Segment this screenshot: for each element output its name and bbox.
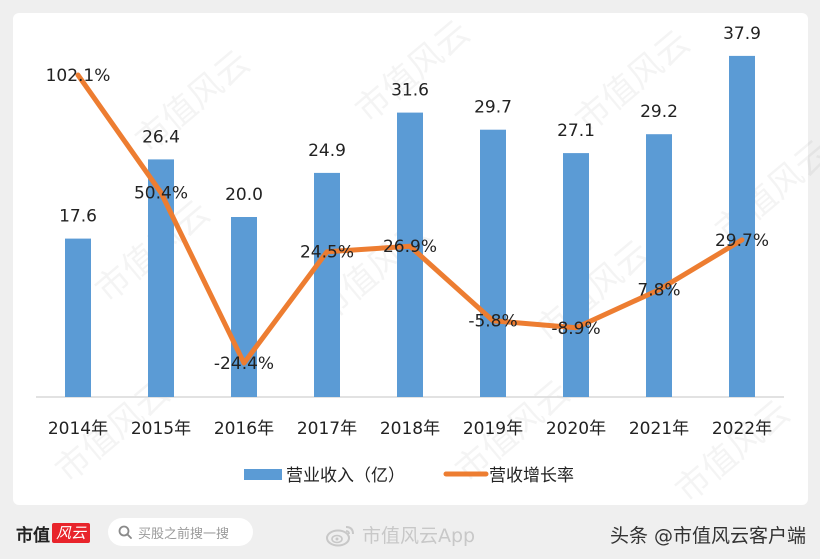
- legend: 营业收入（亿） 营收增长率: [244, 466, 574, 486]
- bar-value-label: 37.9: [723, 24, 761, 44]
- revenue-bar: [480, 129, 506, 397]
- growth-value-label: -8.9%: [551, 319, 600, 339]
- legend-bar-label: 营业收入（亿）: [286, 466, 405, 486]
- legend-bar-swatch: [244, 469, 282, 480]
- revenue-bar: [646, 134, 672, 397]
- revenue-bar: [729, 55, 755, 398]
- weibo-text: 市值风云App: [362, 525, 476, 547]
- bar-value-label: 29.7: [474, 98, 512, 118]
- x-axis-tick-labels: 2014年 2015年 2016年 2017年 2018年 2019年 2020年 2021年…: [48, 419, 772, 439]
- brand-badge: 风云: [52, 523, 91, 543]
- bar-value-label: 26.4: [142, 127, 180, 147]
- growth-rate-labels: 102.1% 50.4% -24.4% 24.5% 26.9% -5.8% -8.9% 7.8…: [46, 66, 769, 374]
- growth-value-label: 24.5%: [300, 243, 354, 263]
- bar-value-label: 29.2: [640, 102, 678, 122]
- footer-bar: 市值 风云 买股之前搜一搜 市值风云App 头条 @市值风云客户端: [0, 505, 820, 559]
- x-tick-label: 2022年: [712, 419, 772, 439]
- source-credit: 头条 @市值风云客户端: [609, 525, 806, 547]
- revenue-bar: [314, 172, 340, 397]
- growth-value-label: 29.7%: [715, 231, 769, 251]
- x-tick-label: 2021年: [629, 419, 689, 439]
- x-tick-label: 2017年: [297, 419, 357, 439]
- brand-name: 市值: [16, 525, 50, 546]
- growth-value-label: 7.8%: [637, 281, 680, 301]
- search-box[interactable]: 买股之前搜一搜: [108, 518, 253, 546]
- bar-value-label: 17.6: [59, 207, 97, 227]
- revenue-bar: [563, 153, 589, 397]
- legend-line-label: 营收增长率: [489, 466, 574, 486]
- watermark-text: 市值风云: [668, 393, 798, 505]
- bar-value-label: 31.6: [391, 81, 429, 101]
- weibo-watermark: 市值风云App: [326, 521, 475, 548]
- growth-rate-line: [75, 72, 745, 366]
- growth-value-label: -5.8%: [468, 312, 517, 332]
- bar-value-label: 20.0: [225, 185, 263, 205]
- growth-value-label: 102.1%: [46, 66, 111, 86]
- growth-value-label: 26.9%: [383, 237, 437, 257]
- search-placeholder: 买股之前搜一搜: [138, 526, 230, 542]
- revenue-bar: [231, 217, 257, 397]
- x-tick-label: 2020年: [546, 419, 606, 439]
- x-tick-label: 2014年: [48, 419, 108, 439]
- bar-value-label: 27.1: [557, 121, 595, 141]
- growth-value-label: 50.4%: [134, 184, 188, 204]
- x-tick-label: 2018年: [380, 419, 440, 439]
- revenue-growth-chart: 市值风云市值风云市值风云市值风云市值风云市值风云市值风云市值风云市值风云市值风云…: [36, 13, 820, 505]
- weibo-icon: [326, 525, 354, 546]
- revenue-bar: [65, 238, 91, 397]
- x-tick-label: 2019年: [463, 419, 523, 439]
- bar-value-label: 24.9: [308, 141, 346, 161]
- search-icon: [118, 525, 132, 539]
- x-tick-label: 2016年: [214, 419, 274, 439]
- revenue-bar: [148, 159, 174, 397]
- x-tick-label: 2015年: [131, 419, 191, 439]
- growth-value-label: -24.4%: [214, 354, 274, 374]
- revenue-bars: [65, 55, 755, 398]
- revenue-bar-labels: 17.6 26.4 20.0 24.9 31.6 29.7 27.1 29.2 37.9: [59, 24, 761, 227]
- brand-logo[interactable]: 市值 风云: [16, 522, 91, 546]
